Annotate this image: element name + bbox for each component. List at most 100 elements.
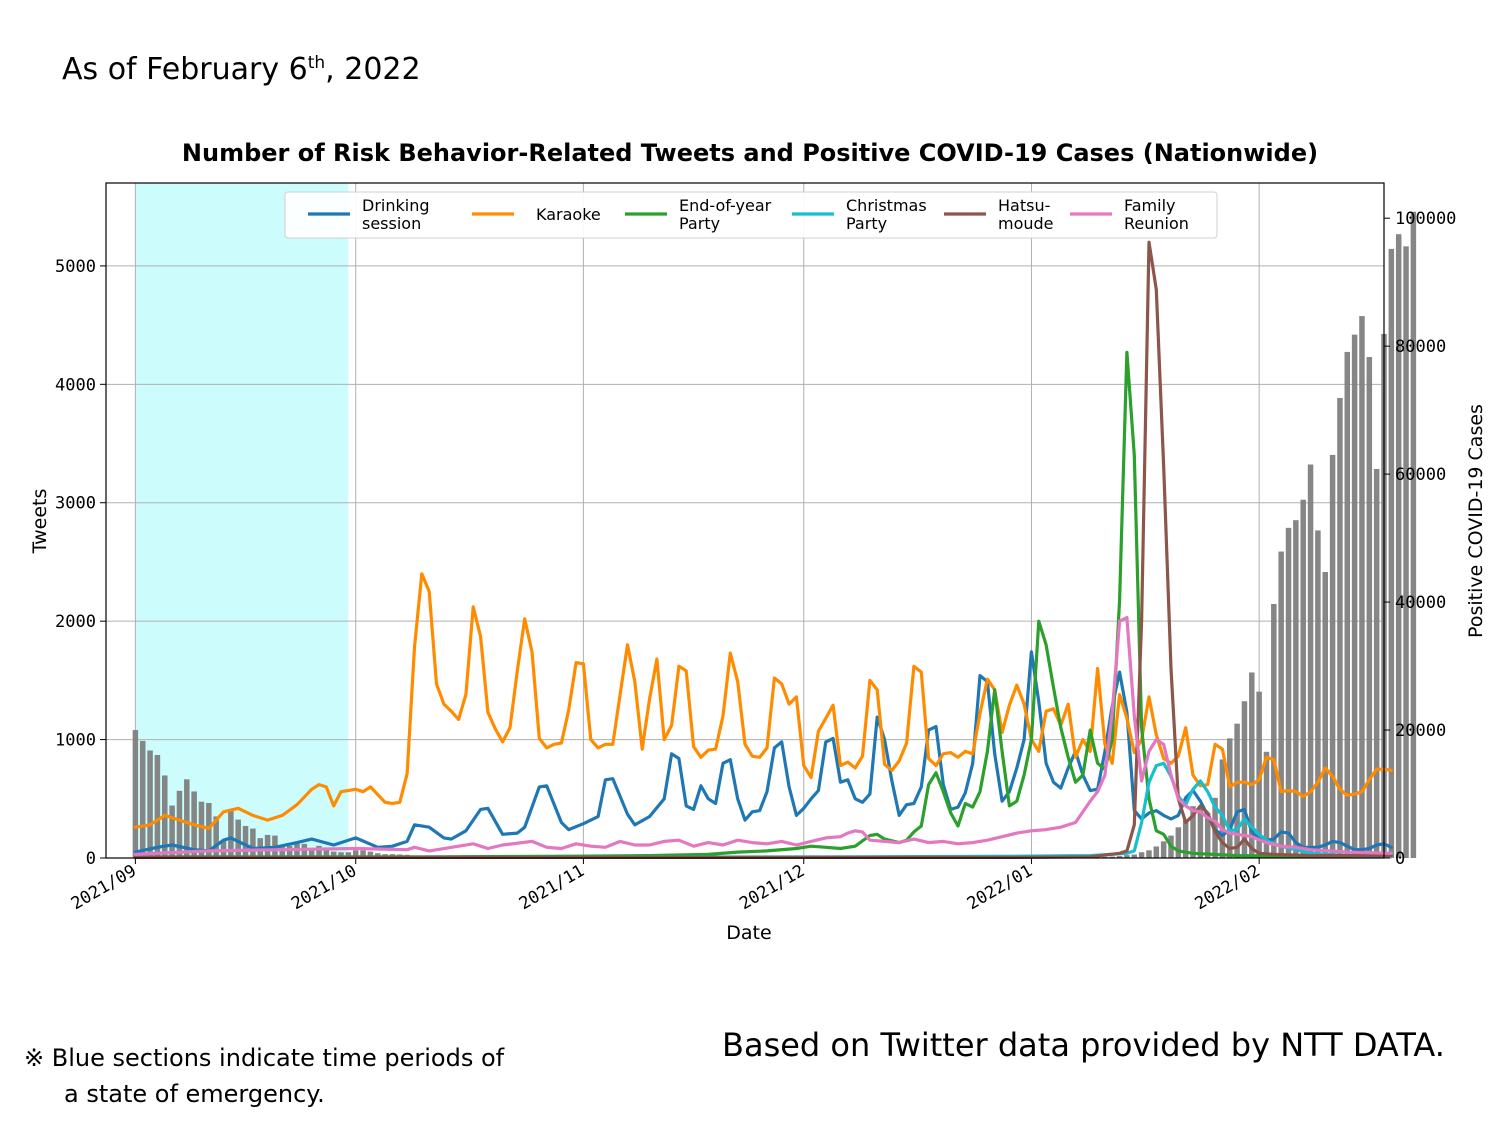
cases-bar [1293,520,1299,858]
x-tick-label: 2021/12 [736,861,808,914]
legend-label: Hatsu-moude [998,196,1054,233]
cases-bar [1131,854,1138,858]
cases-bar [360,850,366,858]
footnote-line-2: a state of emergency. [64,1080,325,1108]
cases-bar [1359,316,1365,858]
cases-bar [1315,530,1321,858]
cases-bar [1285,527,1292,858]
series-line-0 [133,650,1393,854]
x-tick-label: 2021/11 [516,861,588,914]
cases-bar [367,851,374,858]
legend-label: Christmas Party [846,196,927,233]
cases-bar [1307,464,1314,858]
x-tick-label: 2021/10 [288,861,360,914]
cases-bar [1410,211,1417,858]
y-tick-label: 4000 [55,375,96,395]
legend-label: Drinking session [362,196,430,233]
cases-bar [1138,852,1145,858]
cases-bar [132,730,139,858]
legend-box [284,191,1218,239]
cases-bar [1337,397,1343,858]
y2-axis-label: Positive COVID-19 Cases [1465,404,1487,638]
cases-bar [235,819,241,858]
cases-bar [286,845,293,858]
series-line-4 [133,240,1393,860]
cases-bar [1109,856,1115,858]
cases-bar [169,805,175,858]
cases-bar [1278,551,1284,858]
legend-label: Karaoke [536,205,601,224]
y2-tick-label: 0 [1395,849,1405,869]
cases-bar [316,845,322,858]
cases-bar [1160,841,1167,858]
cases-bar [228,809,234,858]
cases-bar [250,828,256,858]
cases-bar [1227,738,1233,858]
cases-bar [1241,701,1248,858]
cases-bar [1146,850,1152,858]
y2-tick-label: 100000 [1395,209,1456,229]
footnote-mark: ※ [24,1044,45,1072]
cases-bar [1175,827,1182,858]
cases-bar [1344,351,1351,858]
cases-bar [139,740,146,858]
cases-bar [176,790,183,858]
as-of-prefix: As of February 6 [62,52,308,87]
y-tick-label: 0 [86,849,96,869]
cases-bar [1271,603,1277,858]
y2-tick-label: 20000 [1395,721,1446,741]
cases-bar [1124,855,1130,858]
data-source-note: Based on Twitter data provided by NTT DA… [722,1026,1445,1064]
cases-bar [1197,806,1204,858]
footnote: ※ Blue sections indicate time periods of… [24,1040,504,1112]
cases-bar [279,847,286,858]
cases-bar [345,852,352,858]
cases-bar [242,826,249,858]
cases-bar [1234,723,1240,858]
cases-bar [338,852,344,858]
x-tick-label: 2022/02 [1192,861,1264,914]
cases-bar [1322,572,1328,858]
y-tick-label: 1000 [55,731,96,751]
cases-bar [184,779,190,858]
cases-bar [220,840,227,858]
x-tick-label: 2022/01 [964,861,1036,914]
cases-bar [1182,819,1189,858]
y2-tick-label: 80000 [1395,337,1446,357]
y2-tick-label: 40000 [1395,593,1446,613]
footnote-line-1: Blue sections indicate time periods of [51,1044,505,1072]
cases-bar [1219,759,1226,858]
cases-bar [206,802,212,858]
legend: Drinking session Karaoke End-of-year Party Ch… [284,191,1218,239]
cases-bar [308,849,315,858]
as-of-suffix-sup: th [307,53,326,73]
series-line-2 [133,350,1393,859]
cases-bar [1190,806,1196,858]
y-tick-label: 3000 [55,494,96,514]
chart-title: Number of Risk Behavior-Related Tweets a… [182,139,1318,167]
cases-bar [1403,246,1409,858]
y-tick-label: 5000 [55,257,96,277]
cases-bar [1351,334,1358,858]
legend-label: End-of-year Party [679,196,772,233]
cases-bar [352,850,359,858]
cases-bar [147,750,153,858]
series-line-5 [133,615,1393,857]
cases-bar [323,847,330,858]
plot-frame [105,182,1385,859]
cases-bar [301,843,308,858]
cases-bar [1366,357,1373,858]
cases-bar [198,801,205,858]
x-axis-label: Date [726,922,771,944]
cases-bar [330,851,337,858]
cases-bar [1300,499,1306,858]
y-axis-label: Tweets [29,489,51,555]
as-of-date: As of February 6th, 2022 [62,52,421,87]
cases-bar [1263,751,1270,858]
cases-bar [1204,813,1211,858]
cases-bar [1373,468,1380,858]
cases-bar [1153,846,1160,858]
y2-tick-label: 60000 [1395,465,1446,485]
as-of-year: , 2022 [325,52,421,87]
